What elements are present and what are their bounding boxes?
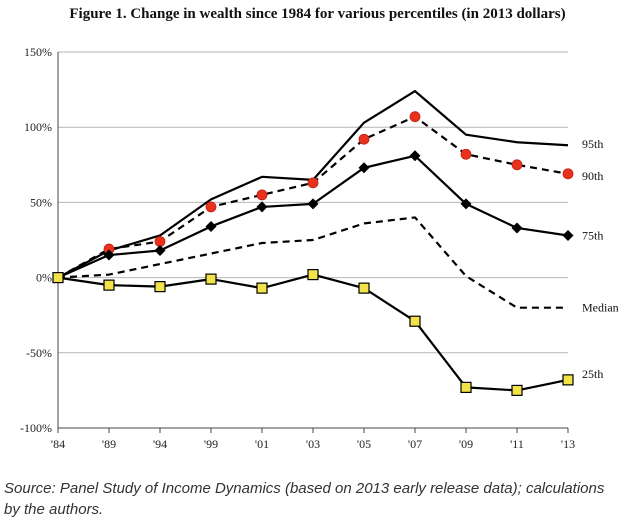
y-tick-label: 50% — [30, 195, 52, 209]
data-point-90th — [460, 148, 472, 160]
data-point-90th — [358, 133, 370, 145]
series-label-25th: 25th — [582, 367, 603, 381]
series-line-75th — [57, 154, 569, 279]
x-tick-label: '99 — [204, 437, 218, 451]
data-point-25th — [52, 272, 64, 284]
data-point-25th — [562, 374, 574, 386]
x-tick-label: '03 — [306, 437, 320, 451]
data-point-25th — [154, 281, 166, 293]
series-label-75th: 75th — [582, 228, 603, 242]
data-point-75th — [562, 229, 574, 241]
y-tick-label: 150% — [24, 45, 52, 59]
data-point-90th — [511, 159, 523, 171]
series-label-median: Median — [582, 301, 619, 315]
series-label-90th: 90th — [582, 169, 603, 183]
y-tick-label: 0% — [36, 271, 52, 285]
data-point-90th — [256, 189, 268, 201]
data-point-75th — [358, 162, 370, 174]
y-tick-label: -50% — [26, 346, 52, 360]
data-point-75th — [256, 201, 268, 213]
data-point-25th — [460, 381, 472, 393]
x-tick-label: '89 — [102, 437, 116, 451]
data-point-25th — [409, 315, 421, 327]
data-point-90th — [307, 177, 319, 189]
data-point-75th — [205, 220, 217, 232]
y-tick-label: -100% — [20, 421, 52, 435]
data-point-75th — [154, 245, 166, 257]
data-point-90th — [205, 201, 217, 213]
y-tick-label: 100% — [24, 120, 52, 134]
data-point-75th — [460, 198, 472, 210]
source-note: Source: Panel Study of Income Dynamics (… — [4, 480, 605, 518]
data-point-25th — [205, 273, 217, 285]
data-point-25th — [511, 384, 523, 396]
series-line-median — [57, 216, 568, 309]
x-tick-label: '94 — [153, 437, 167, 451]
chart-title: Figure 1. Change in wealth since 1984 fo… — [69, 6, 566, 22]
data-point-25th — [103, 279, 115, 291]
data-point-25th — [256, 282, 268, 294]
data-point-75th — [103, 249, 115, 261]
x-tick-label: '07 — [408, 437, 422, 451]
data-point-75th — [307, 198, 319, 210]
data-point-25th — [358, 282, 370, 294]
data-point-25th — [307, 268, 319, 281]
data-point-90th — [562, 168, 574, 180]
data-point-90th — [409, 111, 421, 123]
data-point-75th — [409, 150, 421, 162]
x-tick-label: '11 — [510, 437, 524, 451]
x-tick-label: '84 — [51, 437, 65, 451]
series-label-95th: 95th — [582, 137, 603, 151]
data-point-90th — [154, 236, 166, 247]
data-point-75th — [511, 222, 523, 234]
x-tick-label: '05 — [357, 437, 371, 451]
line-chart: 150% 100% 50% 0% -50% -100% '84 '89 '94 '99 '01 '03… — [20, 45, 619, 451]
x-tick-label: '09 — [459, 437, 473, 451]
x-tick-label: '13 — [561, 437, 575, 451]
x-tick-label: '01 — [255, 437, 269, 451]
